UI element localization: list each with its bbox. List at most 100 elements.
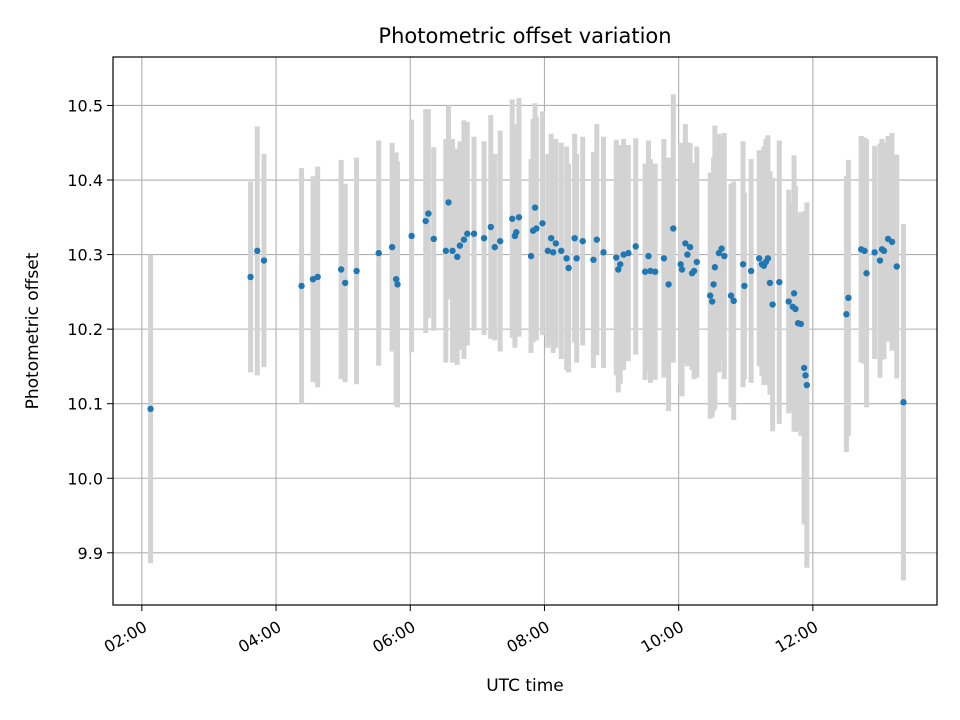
data-points bbox=[147, 199, 907, 413]
data-point bbox=[730, 297, 737, 305]
data-point bbox=[718, 245, 725, 252]
data-point bbox=[480, 234, 488, 242]
data-point bbox=[682, 240, 689, 247]
data-point bbox=[764, 255, 772, 262]
data-point bbox=[686, 243, 694, 251]
data-point bbox=[456, 242, 464, 249]
data-point bbox=[544, 247, 552, 255]
data-point bbox=[425, 210, 432, 217]
data-point bbox=[641, 268, 649, 275]
data-point bbox=[445, 199, 452, 206]
data-point bbox=[247, 273, 254, 281]
data-point bbox=[593, 236, 600, 243]
data-point bbox=[549, 249, 557, 256]
data-point bbox=[690, 267, 698, 275]
data-point bbox=[632, 243, 639, 250]
data-point bbox=[491, 243, 499, 251]
data-point bbox=[337, 266, 345, 273]
data-point bbox=[845, 294, 852, 302]
data-point bbox=[615, 266, 622, 273]
data-point bbox=[776, 278, 783, 286]
data-point bbox=[670, 225, 677, 232]
data-point bbox=[314, 273, 321, 281]
data-point bbox=[766, 279, 774, 287]
chart-title: Photometric offset variation bbox=[378, 24, 671, 48]
data-point bbox=[430, 235, 437, 243]
data-point bbox=[422, 217, 429, 225]
data-point bbox=[709, 298, 716, 305]
data-point bbox=[684, 251, 691, 258]
data-point bbox=[710, 281, 717, 288]
data-point bbox=[515, 214, 523, 221]
data-point bbox=[552, 240, 560, 247]
data-point bbox=[706, 292, 714, 299]
x-axis-label: UTC time bbox=[486, 676, 564, 696]
data-point bbox=[573, 255, 580, 262]
data-point bbox=[531, 204, 539, 211]
data-point bbox=[392, 275, 400, 283]
data-point bbox=[647, 267, 654, 275]
data-point bbox=[539, 220, 546, 227]
data-point bbox=[625, 249, 632, 257]
data-point bbox=[677, 261, 684, 268]
data-point bbox=[388, 243, 396, 251]
data-point bbox=[565, 264, 572, 272]
data-point bbox=[755, 255, 763, 262]
y-tick-label: 10.4 bbox=[67, 171, 103, 190]
data-point bbox=[254, 247, 261, 255]
data-point bbox=[792, 305, 799, 313]
data-point bbox=[533, 225, 540, 232]
data-point bbox=[617, 261, 624, 268]
data-point bbox=[741, 282, 748, 290]
data-point bbox=[785, 298, 792, 305]
data-point bbox=[571, 234, 578, 242]
data-point bbox=[442, 247, 450, 255]
data-point bbox=[893, 263, 900, 270]
data-point bbox=[769, 301, 776, 308]
data-point bbox=[487, 223, 494, 231]
data-point bbox=[547, 234, 555, 242]
data-point bbox=[513, 229, 520, 236]
data-point bbox=[900, 399, 907, 406]
y-tick-label: 10.2 bbox=[67, 320, 103, 339]
data-point bbox=[861, 247, 868, 255]
y-axis-label: Photometric offset bbox=[23, 252, 43, 409]
data-point bbox=[711, 264, 719, 271]
y-axis-ticks: 9.9 10.0 10.1 10.2 10.3 10.4 10.5 bbox=[67, 96, 113, 563]
data-point bbox=[375, 249, 382, 257]
data-point bbox=[558, 247, 565, 255]
data-point bbox=[800, 364, 808, 372]
data-point bbox=[871, 249, 878, 256]
data-point bbox=[678, 266, 686, 273]
data-point bbox=[790, 290, 798, 297]
data-point bbox=[660, 255, 668, 262]
data-point bbox=[721, 252, 728, 260]
data-point bbox=[341, 279, 349, 287]
data-point bbox=[843, 311, 850, 318]
data-point bbox=[739, 261, 747, 268]
y-tick-label: 10.3 bbox=[67, 246, 103, 265]
y-tick-label: 10.5 bbox=[67, 96, 103, 115]
data-point bbox=[509, 215, 516, 222]
y-tick-label: 9.9 bbox=[78, 544, 103, 563]
data-point bbox=[797, 320, 804, 328]
data-point bbox=[470, 230, 478, 237]
data-point bbox=[590, 256, 597, 263]
data-point bbox=[876, 257, 884, 264]
data-point bbox=[803, 381, 811, 389]
data-point bbox=[563, 255, 570, 262]
data-point bbox=[496, 237, 504, 245]
data-point bbox=[665, 281, 672, 288]
data-point bbox=[888, 238, 896, 246]
data-point bbox=[260, 257, 268, 264]
data-point bbox=[449, 247, 456, 255]
data-point bbox=[693, 258, 700, 266]
y-tick-label: 10.1 bbox=[67, 395, 103, 414]
plot-frame bbox=[112, 56, 938, 606]
data-point bbox=[863, 270, 870, 277]
data-point bbox=[747, 267, 755, 275]
data-point bbox=[880, 247, 888, 255]
data-point bbox=[651, 268, 659, 275]
